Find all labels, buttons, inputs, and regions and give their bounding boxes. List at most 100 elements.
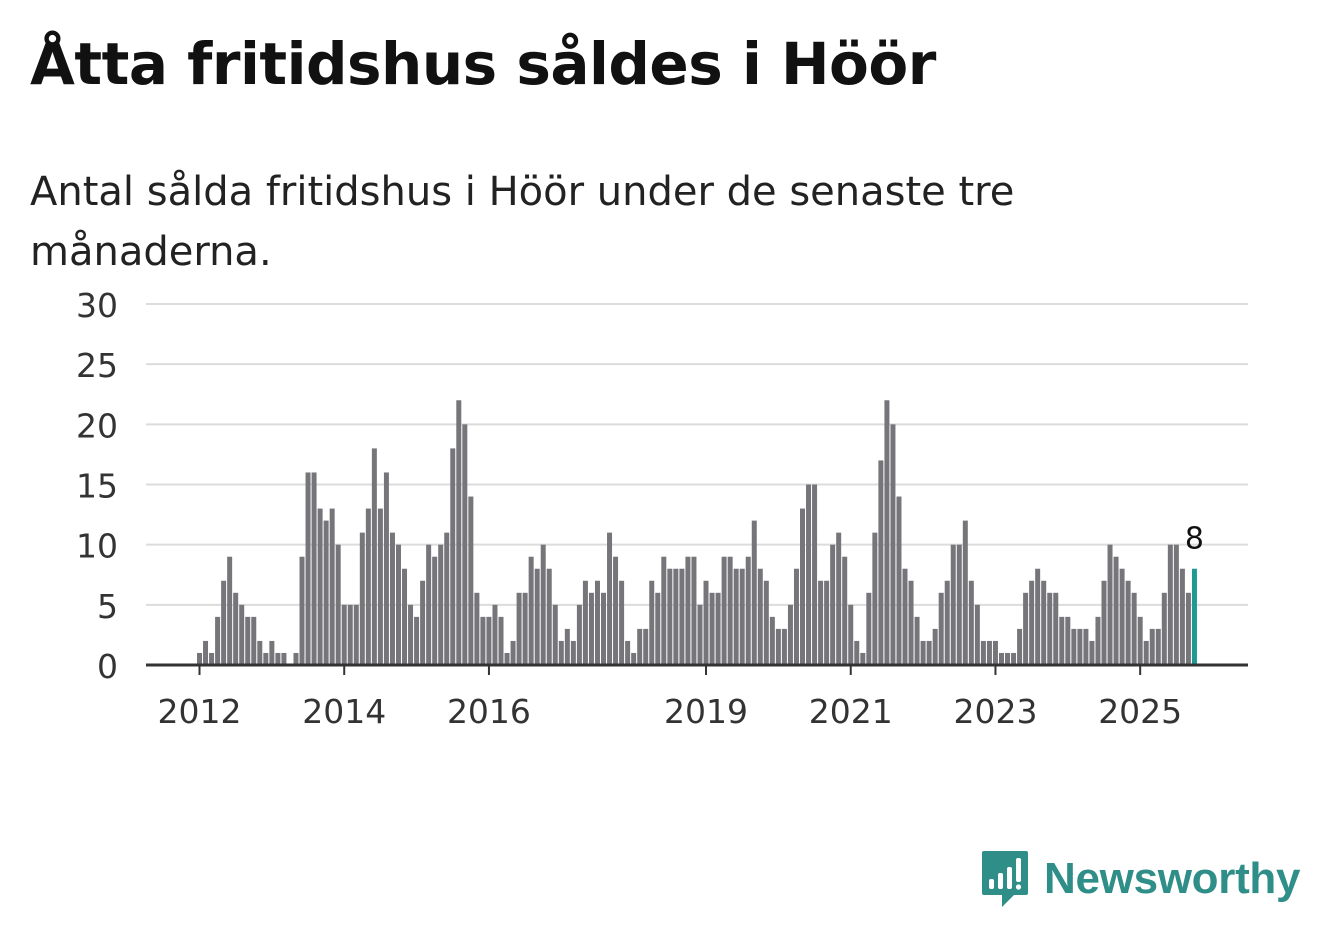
- bar: [522, 592, 528, 665]
- bar: [335, 544, 341, 665]
- bar: [353, 604, 359, 665]
- bar: [432, 556, 438, 665]
- bar: [944, 580, 950, 665]
- bar: [974, 604, 980, 665]
- bar: [516, 592, 522, 665]
- bar: [263, 652, 269, 665]
- bar: [812, 484, 818, 665]
- bar: [619, 580, 625, 665]
- bar: [402, 568, 408, 665]
- last-value-label: 8: [1185, 522, 1204, 557]
- bar: [359, 532, 365, 665]
- bar: [896, 496, 902, 665]
- bar: [914, 616, 920, 665]
- bar: [1047, 592, 1053, 665]
- bar: [456, 400, 462, 665]
- bar: [1089, 640, 1095, 665]
- bar: [552, 604, 558, 665]
- bar: [347, 604, 353, 665]
- bar: [281, 652, 287, 665]
- bar: [420, 580, 426, 665]
- bar: [938, 592, 944, 665]
- y-tick-label: 10: [76, 527, 118, 566]
- bar: [1071, 628, 1077, 665]
- bar: [992, 640, 998, 665]
- brand-logo: Newsworthy: [980, 848, 1300, 910]
- bar: [631, 652, 637, 665]
- bar: [395, 544, 401, 665]
- y-tick-label: 20: [76, 406, 118, 445]
- bar: [685, 556, 691, 665]
- bar: [842, 556, 848, 665]
- brand-name: Newsworthy: [1044, 854, 1301, 903]
- bar: [601, 592, 607, 665]
- bar: [408, 604, 414, 665]
- annotations: 8: [1185, 522, 1204, 557]
- bar: [848, 604, 854, 665]
- bar: [932, 628, 938, 665]
- bar: [438, 544, 444, 665]
- bar: [902, 568, 908, 665]
- bar: [546, 568, 552, 665]
- y-tick-label: 30: [76, 286, 118, 325]
- newsworthy-logo-icon: [982, 851, 1028, 907]
- bar: [830, 544, 836, 665]
- bar: [781, 628, 787, 665]
- bar: [818, 580, 824, 665]
- bar: [926, 640, 932, 665]
- bar: [757, 568, 763, 665]
- bar: [950, 544, 956, 665]
- y-tick-label: 15: [76, 467, 118, 506]
- bar: [341, 604, 347, 665]
- bar: [721, 556, 727, 665]
- bar: [625, 640, 631, 665]
- bar: [637, 628, 643, 665]
- bar: [872, 532, 878, 665]
- bar: [576, 604, 582, 665]
- bar: [884, 400, 890, 665]
- bar: [1023, 592, 1029, 665]
- bar: [377, 508, 383, 665]
- bar: [667, 568, 673, 665]
- bar: [787, 604, 793, 665]
- y-axis-labels: 0 5 10 15 20 25 30: [76, 286, 118, 686]
- bar: [793, 568, 799, 665]
- bar: [649, 580, 655, 665]
- y-tick-label: 5: [97, 587, 118, 626]
- bar: [1161, 592, 1167, 665]
- bar: [564, 628, 570, 665]
- bar: [860, 652, 866, 665]
- x-tick-label: 2012: [158, 692, 242, 731]
- bar: [655, 592, 661, 665]
- highlight-bar: [1191, 568, 1197, 665]
- bar: [1065, 616, 1071, 665]
- bar: [607, 532, 613, 665]
- bar: [1143, 640, 1149, 665]
- bar: [450, 448, 456, 665]
- y-tick-label: 0: [97, 647, 118, 686]
- bar: [570, 640, 576, 665]
- bar: [866, 592, 872, 665]
- bar: [733, 568, 739, 665]
- bar: [582, 580, 588, 665]
- bar: [215, 616, 221, 665]
- bar: [709, 592, 715, 665]
- bar: [1119, 568, 1125, 665]
- bar: [745, 556, 751, 665]
- bar: [504, 652, 510, 665]
- bar: [239, 604, 245, 665]
- bar: [697, 604, 703, 665]
- bar: [1095, 616, 1101, 665]
- bar: [1077, 628, 1083, 665]
- bar: [775, 628, 781, 665]
- bar: [908, 580, 914, 665]
- bar: [492, 604, 498, 665]
- bar: [221, 580, 227, 665]
- bar: [233, 592, 239, 665]
- bar: [203, 640, 209, 665]
- x-axis: 2012 2014 2016 2019 2021 2023 2025: [146, 663, 1248, 731]
- bar: [673, 568, 679, 665]
- bar: [824, 580, 830, 665]
- bar: [299, 556, 305, 665]
- bar: [679, 568, 685, 665]
